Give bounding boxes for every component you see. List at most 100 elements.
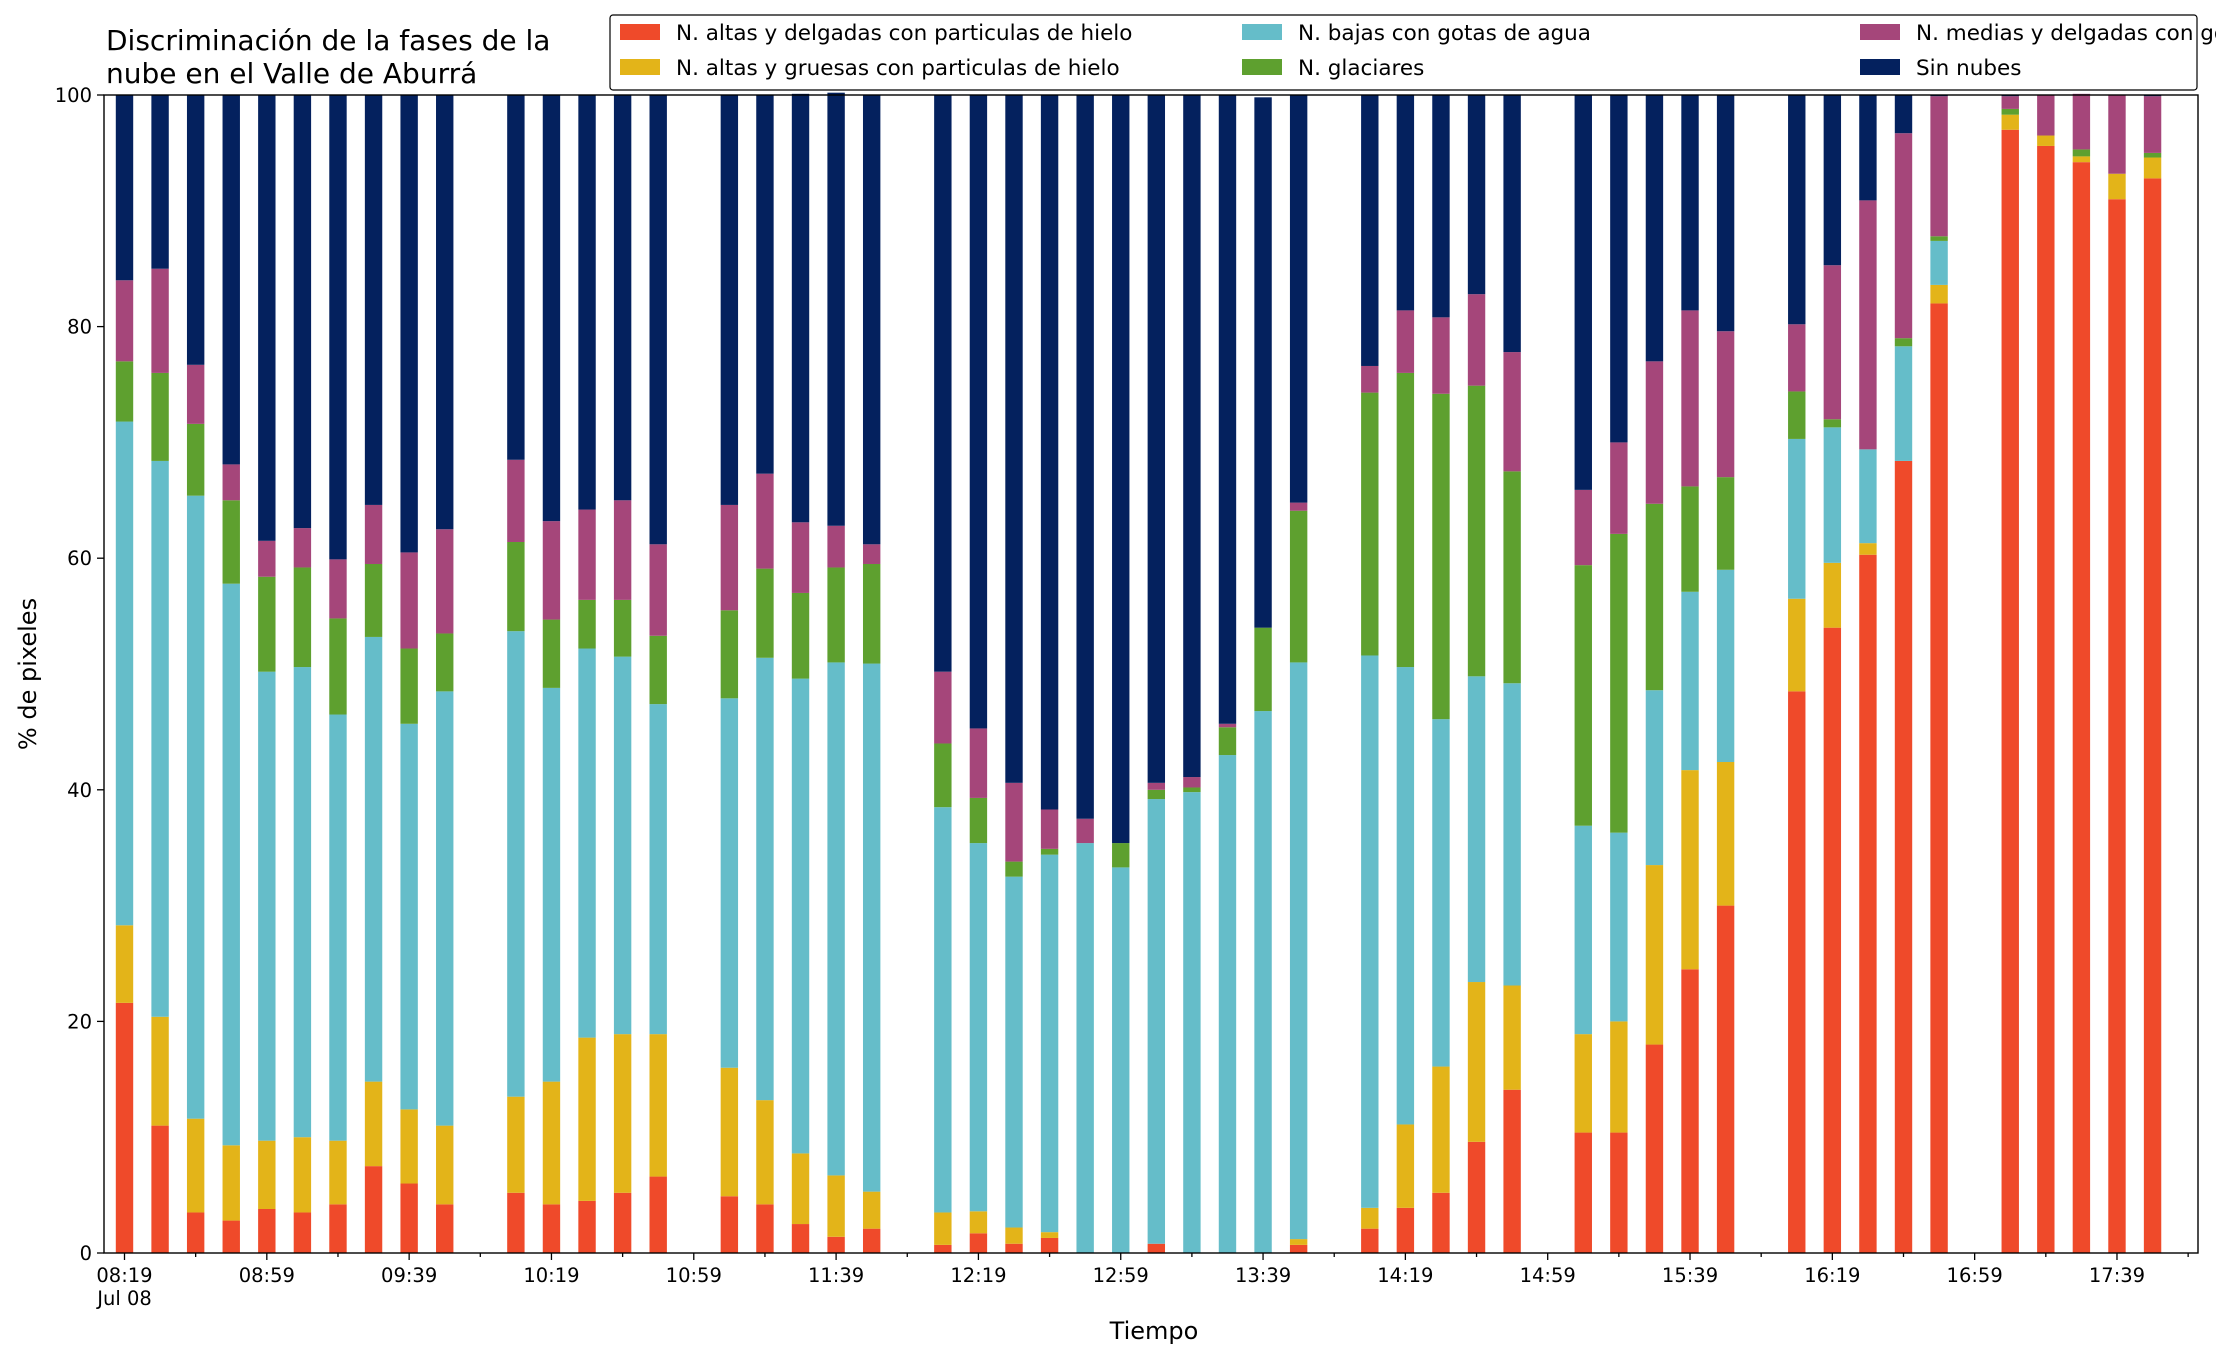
bar-n-medias-y-delgadas-con-gotas-de-agua-42 xyxy=(1610,442,1628,534)
bar-n-altas-y-gruesas-con-particulas-de-hielo-13 xyxy=(578,1037,596,1201)
bar-n-altas-y-delgadas-con-particulas-de-hielo-38 xyxy=(1467,1141,1486,1253)
bar-n-medias-y-delgadas-con-gotas-de-agua-6 xyxy=(329,559,347,619)
legend-label-n-medias-y-delgadas-con-gotas-de-agua: N. medias y delgadas con gotas de agua xyxy=(1916,21,2216,46)
bar-n-glaciares-17 xyxy=(720,610,739,699)
bar-n-altas-y-gruesas-con-particulas-de-hielo-12 xyxy=(542,1081,561,1205)
bar-n-glaciares-2 xyxy=(186,423,205,496)
bar-n-altas-y-gruesas-con-particulas-de-hielo-44 xyxy=(1681,770,1699,970)
bar-n-medias-y-delgadas-con-gotas-de-agua-30 xyxy=(1183,777,1201,788)
bar-n-glaciares-47 xyxy=(1788,391,1806,439)
bar-n-glaciares-4 xyxy=(258,576,276,672)
bar-n-bajas-con-gotas-de-agua-27 xyxy=(1076,843,1094,1253)
bar-n-altas-y-gruesas-con-particulas-de-hielo-26 xyxy=(1040,1232,1059,1238)
bar-n-medias-y-delgadas-con-gotas-de-agua-44 xyxy=(1681,310,1699,487)
bar-n-altas-y-gruesas-con-particulas-de-hielo-23 xyxy=(934,1212,952,1245)
bar-n-altas-y-delgadas-con-particulas-de-hielo-9 xyxy=(436,1204,454,1253)
bar-n-glaciares-45 xyxy=(1716,477,1735,570)
bar-n-bajas-con-gotas-de-agua-5 xyxy=(293,667,312,1138)
bar-sin-nubes-8 xyxy=(400,95,418,553)
bar-n-altas-y-gruesas-con-particulas-de-hielo-56 xyxy=(2108,173,2126,200)
bar-n-medias-y-delgadas-con-gotas-de-agua-24 xyxy=(969,728,988,798)
legend-item-n-glaciares: N. glaciares xyxy=(1242,56,1424,81)
x-tick-label-1539: 15:39 xyxy=(1662,1264,1718,1287)
bar-sin-nubes-19 xyxy=(791,93,810,523)
bar-sin-nubes-30 xyxy=(1183,95,1201,778)
bar-n-altas-y-gruesas-con-particulas-de-hielo-0 xyxy=(115,925,134,1003)
bar-n-bajas-con-gotas-de-agua-3 xyxy=(222,583,240,1146)
bar-n-altas-y-delgadas-con-particulas-de-hielo-21 xyxy=(862,1228,881,1253)
bar-n-bajas-con-gotas-de-agua-37 xyxy=(1432,719,1450,1067)
bar-sin-nubes-33 xyxy=(1289,95,1308,503)
bar-n-bajas-con-gotas-de-agua-50 xyxy=(1894,346,1913,461)
bar-n-medias-y-delgadas-con-gotas-de-agua-17 xyxy=(720,504,739,611)
bar-n-altas-y-delgadas-con-particulas-de-hielo-7 xyxy=(364,1166,383,1253)
bar-n-glaciares-50 xyxy=(1894,338,1913,347)
bar-n-bajas-con-gotas-de-agua-0 xyxy=(115,421,134,926)
bar-n-altas-y-gruesas-con-particulas-de-hielo-47 xyxy=(1788,598,1806,692)
bar-n-bajas-con-gotas-de-agua-7 xyxy=(364,636,383,1082)
bar-n-medias-y-delgadas-con-gotas-de-agua-3 xyxy=(222,464,240,501)
bar-n-glaciares-28 xyxy=(1112,843,1130,868)
legend-swatch-n-glaciares xyxy=(1242,59,1282,75)
bar-n-glaciares-32 xyxy=(1254,627,1272,712)
x-tick-label-1619: 16:19 xyxy=(1804,1264,1860,1287)
bar-n-altas-y-delgadas-con-particulas-de-hielo-33 xyxy=(1289,1244,1308,1253)
bar-sin-nubes-32 xyxy=(1254,97,1272,628)
x-tick-label-1739: 17:39 xyxy=(2089,1264,2145,1287)
bar-n-bajas-con-gotas-de-agua-15 xyxy=(649,704,667,1035)
bar-n-altas-y-gruesas-con-particulas-de-hielo-1 xyxy=(151,1016,169,1126)
bar-n-medias-y-delgadas-con-gotas-de-agua-1 xyxy=(151,268,169,373)
bar-n-glaciares-1 xyxy=(151,372,169,461)
bar-n-medias-y-delgadas-con-gotas-de-agua-39 xyxy=(1503,352,1521,472)
bar-n-glaciares-29 xyxy=(1147,789,1166,800)
bar-sin-nubes-9 xyxy=(436,95,454,530)
bar-n-altas-y-delgadas-con-particulas-de-hielo-25 xyxy=(1005,1243,1023,1253)
bar-n-altas-y-gruesas-con-particulas-de-hielo-45 xyxy=(1716,762,1735,906)
bar-n-altas-y-delgadas-con-particulas-de-hielo-56 xyxy=(2108,199,2126,1254)
bar-n-glaciares-51 xyxy=(1930,236,1948,241)
bar-n-glaciares-9 xyxy=(436,633,454,692)
bar-n-glaciares-48 xyxy=(1823,419,1842,428)
bar-n-glaciares-41 xyxy=(1574,565,1592,826)
bar-n-medias-y-delgadas-con-gotas-de-agua-54 xyxy=(2037,95,2055,136)
bar-n-altas-y-delgadas-con-particulas-de-hielo-1 xyxy=(151,1125,169,1253)
bar-n-bajas-con-gotas-de-agua-11 xyxy=(507,631,525,1097)
bar-n-glaciares-37 xyxy=(1432,393,1450,720)
y-tick-label-20: 20 xyxy=(67,1010,92,1033)
legend-item-n-medias-y-delgadas-con-gotas-de-agua: N. medias y delgadas con gotas de agua xyxy=(1860,21,2216,46)
y-axis-label: % de pixeles xyxy=(14,598,42,750)
bar-n-altas-y-delgadas-con-particulas-de-hielo-11 xyxy=(507,1192,525,1253)
bar-n-medias-y-delgadas-con-gotas-de-agua-0 xyxy=(115,280,134,362)
bar-n-bajas-con-gotas-de-agua-41 xyxy=(1574,825,1592,1035)
bar-sin-nubes-37 xyxy=(1432,95,1450,318)
x-tick-label-0939: 09:39 xyxy=(381,1264,437,1287)
x-axis-label: Tiempo xyxy=(1109,1317,1199,1345)
bar-n-glaciares-12 xyxy=(542,619,561,688)
bar-n-medias-y-delgadas-con-gotas-de-agua-35 xyxy=(1361,365,1379,393)
bar-n-glaciares-11 xyxy=(507,541,525,632)
bar-sin-nubes-47 xyxy=(1788,95,1806,325)
legend-swatch-n-altas-y-delgadas-con-particulas-de-hielo xyxy=(620,24,660,40)
legend-swatch-sin-nubes xyxy=(1860,59,1900,75)
bar-sin-nubes-36 xyxy=(1396,95,1415,311)
bar-n-altas-y-delgadas-con-particulas-de-hielo-44 xyxy=(1681,969,1699,1253)
bar-n-bajas-con-gotas-de-agua-47 xyxy=(1788,438,1806,599)
bar-n-medias-y-delgadas-con-gotas-de-agua-57 xyxy=(2143,96,2162,153)
bar-n-bajas-con-gotas-de-agua-9 xyxy=(436,691,454,1126)
bar-n-altas-y-gruesas-con-particulas-de-hielo-14 xyxy=(613,1034,632,1193)
bar-n-glaciares-38 xyxy=(1467,385,1486,677)
bar-n-altas-y-gruesas-con-particulas-de-hielo-57 xyxy=(2143,157,2162,179)
bar-n-glaciares-31 xyxy=(1218,727,1237,756)
bar-sin-nubes-11 xyxy=(507,95,525,460)
y-tick-label-60: 60 xyxy=(67,547,92,570)
bar-sin-nubes-45 xyxy=(1716,95,1735,332)
bar-sin-nubes-38 xyxy=(1467,95,1486,295)
bar-n-altas-y-gruesas-con-particulas-de-hielo-4 xyxy=(258,1140,276,1209)
bar-n-glaciares-33 xyxy=(1289,510,1308,663)
bar-sin-nubes-18 xyxy=(756,95,774,474)
bar-n-bajas-con-gotas-de-agua-26 xyxy=(1040,854,1059,1233)
bar-n-altas-y-gruesas-con-particulas-de-hielo-36 xyxy=(1396,1124,1415,1208)
bar-sin-nubes-35 xyxy=(1361,95,1379,366)
bar-n-medias-y-delgadas-con-gotas-de-agua-8 xyxy=(400,552,418,649)
bar-n-glaciares-19 xyxy=(791,592,810,679)
